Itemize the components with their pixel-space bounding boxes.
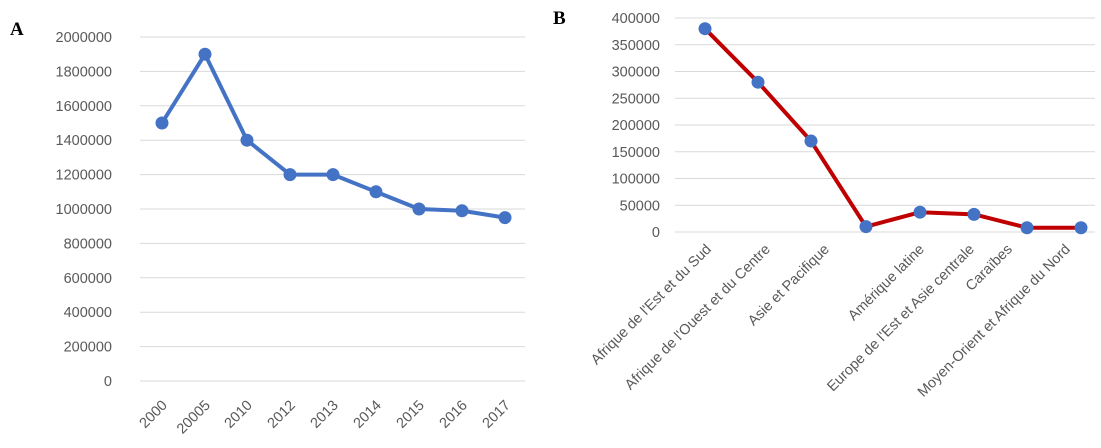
chart-a-data-point bbox=[198, 47, 212, 61]
chart-a-data-point bbox=[369, 185, 383, 199]
chart-a-y-tick-label: 2000000 bbox=[56, 30, 112, 46]
chart-b-data-point bbox=[1074, 221, 1088, 235]
chart-a-y-tick-label: 600000 bbox=[64, 271, 112, 287]
chart-b-y-tick-label: 100000 bbox=[612, 172, 660, 188]
chart-a-y-tick-label: 1000000 bbox=[56, 202, 112, 218]
chart-b-data-point bbox=[967, 207, 981, 221]
chart-a-data-point bbox=[283, 168, 297, 182]
chart-b-y-tick-label: 250000 bbox=[612, 91, 660, 107]
chart-a-x-tick-label: 2016 bbox=[437, 398, 471, 432]
chart-a-data-point bbox=[412, 202, 426, 216]
chart-b: 0 50000 100000 150000 200000 250000 300000 3500… bbox=[588, 11, 1095, 400]
chart-a-y-tick-label: 1200000 bbox=[56, 168, 112, 184]
chart-b-series-line bbox=[703, 26, 1083, 230]
chart-b-y-tick-label: 350000 bbox=[612, 38, 660, 54]
chart-a-data-point bbox=[240, 133, 254, 147]
chart-a-y-tick-label: 200000 bbox=[64, 340, 112, 356]
chart-b-data-point bbox=[751, 75, 765, 89]
chart-b-data-point bbox=[804, 134, 818, 148]
chart-b-y-tick-label: 150000 bbox=[612, 145, 660, 161]
chart-a-x-tick-label: 2010 bbox=[222, 398, 256, 432]
chart-a-y-tick-label: 1600000 bbox=[56, 99, 112, 115]
chart-a: 0 200000 400000 600000 800000 1000000 1200000 1… bbox=[56, 30, 525, 437]
chart-a-data-point bbox=[326, 168, 340, 182]
chart-b-data-point bbox=[1020, 221, 1034, 235]
chart-b-y-tick-label: 400000 bbox=[612, 11, 660, 27]
chart-b-y-tick-label: 50000 bbox=[620, 198, 660, 214]
chart-b-y-tick-label: 0 bbox=[652, 225, 660, 241]
panel-a-label: A bbox=[10, 19, 24, 40]
chart-a-y-tick-label: 400000 bbox=[64, 305, 112, 321]
chart-a-data-point bbox=[455, 204, 469, 218]
chart-b-x-tick-label: Afrique de l'Est et du Sud bbox=[588, 242, 715, 369]
chart-b-data-point bbox=[859, 220, 873, 234]
chart-a-x-tick-label: 2013 bbox=[308, 398, 342, 432]
chart-a-data-point bbox=[498, 211, 512, 225]
chart-a-y-tick-label: 1400000 bbox=[56, 133, 112, 149]
chart-b-data-point bbox=[698, 22, 712, 36]
panel-b-label: B bbox=[553, 8, 566, 29]
chart-b-data-point bbox=[913, 205, 927, 219]
chart-a-data-point bbox=[155, 116, 169, 130]
chart-a-x-tick-label: 20005 bbox=[174, 398, 214, 438]
chart-a-y-tick-label: 800000 bbox=[64, 236, 112, 252]
chart-a-x-tick-label: 2015 bbox=[394, 398, 428, 432]
chart-b-y-tick-label: 300000 bbox=[612, 65, 660, 81]
chart-b-y-tick-label: 200000 bbox=[612, 118, 660, 134]
chart-a-x-tick-label: 2000 bbox=[137, 398, 171, 432]
chart-a-y-tick-label: 0 bbox=[104, 374, 112, 390]
chart-a-x-tick-label: 2017 bbox=[480, 398, 514, 432]
chart-a-x-tick-label: 2012 bbox=[265, 398, 299, 432]
chart-a-y-tick-label: 1800000 bbox=[56, 64, 112, 80]
chart-a-x-tick-label: 2014 bbox=[351, 398, 385, 432]
chart-a-series-line bbox=[160, 52, 507, 220]
